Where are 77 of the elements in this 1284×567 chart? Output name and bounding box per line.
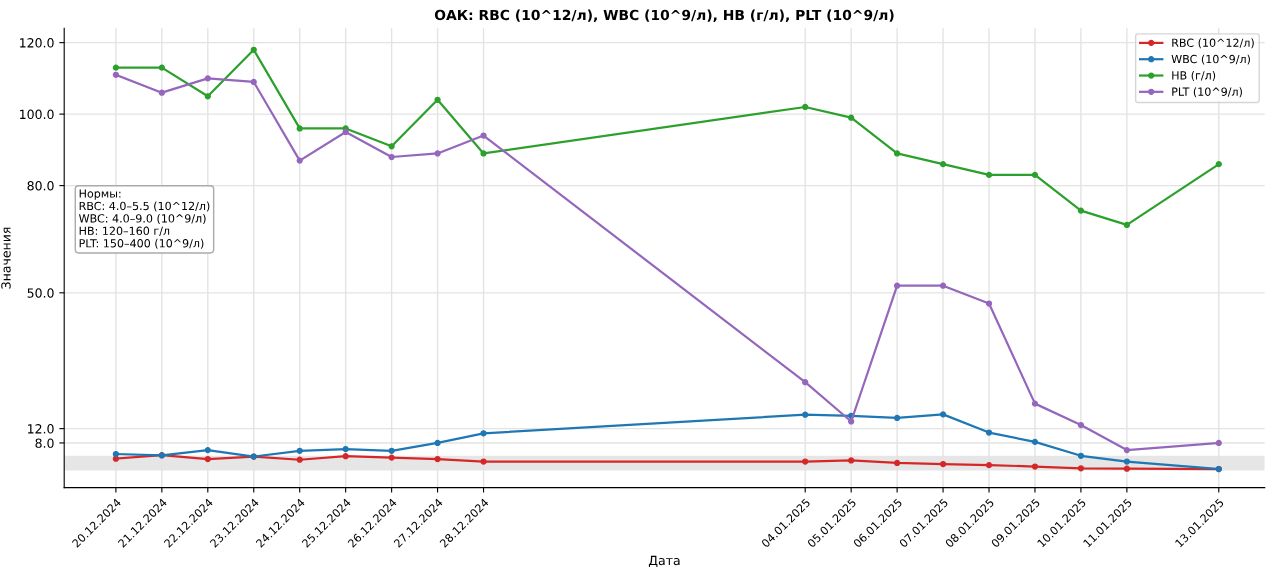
chart-title: ОАК: RBC (10^12/л), WBC (10^9/л), HB (г/л), PLT (10^9/л): [434, 9, 894, 22]
point: [296, 456, 303, 463]
point: [1031, 463, 1039, 470]
point: [112, 71, 120, 78]
y-tick-label: 12.0: [28, 424, 54, 434]
point: [1031, 400, 1039, 407]
point: [342, 445, 349, 453]
point: [802, 379, 809, 386]
point: [893, 414, 901, 422]
legend-label: WBC (10^9/л): [1171, 54, 1250, 65]
point: [480, 430, 487, 437]
point: [1031, 171, 1039, 179]
point: [1215, 161, 1222, 168]
x-axis-title: Дата: [648, 555, 680, 567]
point: [848, 418, 855, 425]
point: [112, 64, 120, 71]
point: [204, 75, 211, 82]
point: [1123, 446, 1131, 454]
y-tick-label: 120.0: [20, 38, 54, 48]
point: [985, 171, 993, 179]
point: [985, 429, 993, 436]
point: [480, 150, 487, 157]
point: [388, 447, 395, 454]
point: [1077, 207, 1085, 214]
point: [388, 143, 395, 150]
point: [342, 453, 349, 460]
point: [112, 450, 120, 458]
point: [893, 459, 901, 467]
point: [388, 153, 395, 161]
legend-label: HB (г/л): [1172, 70, 1216, 81]
point: [250, 78, 257, 86]
point: [204, 455, 211, 463]
point: [939, 161, 947, 168]
point: [480, 458, 487, 465]
point: [434, 439, 441, 447]
y-axis-title: Значения: [1, 227, 11, 289]
point: [434, 455, 441, 463]
point: [1123, 458, 1131, 465]
point: [1077, 452, 1085, 459]
point: [296, 447, 303, 454]
point: [296, 157, 303, 164]
legend-label: PLT (10^9/л): [1172, 87, 1242, 98]
point: [250, 46, 257, 53]
point: [1031, 438, 1039, 445]
point: [985, 300, 993, 307]
point: [848, 457, 855, 464]
point: [158, 64, 165, 71]
point: [434, 96, 441, 103]
y-tick-label: 80.0: [27, 181, 54, 191]
point: [802, 103, 809, 111]
point: [939, 282, 947, 289]
point: [1077, 421, 1085, 429]
point: [342, 128, 349, 136]
point: [480, 132, 487, 139]
point: [204, 446, 211, 454]
point: [1123, 221, 1131, 229]
point: [939, 460, 947, 468]
y-tick-label: 8.0: [35, 438, 54, 448]
point: [985, 461, 993, 469]
point: [802, 411, 809, 418]
point: [1077, 465, 1085, 472]
y-tick-label: 50.0: [27, 288, 54, 298]
y-tick-label: 100.0: [20, 109, 54, 120]
point: [939, 411, 947, 418]
point: [893, 150, 901, 157]
point: [434, 150, 441, 157]
point: [893, 282, 901, 289]
point: [802, 458, 809, 465]
point: [204, 93, 211, 100]
legend-label: RBC (10^12/л): [1172, 38, 1254, 49]
annotation: Нормы: RBC: 4.0–5.5 (10^12/л) WBC: 4.0–9.0 (10^9/л) HB: 120–160 г/л PLT: 150–400 (10^9/л): [78, 189, 210, 249]
point: [158, 89, 165, 96]
point: [388, 454, 395, 461]
point: [1123, 465, 1131, 472]
point: [296, 125, 303, 132]
point: [1215, 439, 1222, 447]
point: [848, 114, 855, 121]
